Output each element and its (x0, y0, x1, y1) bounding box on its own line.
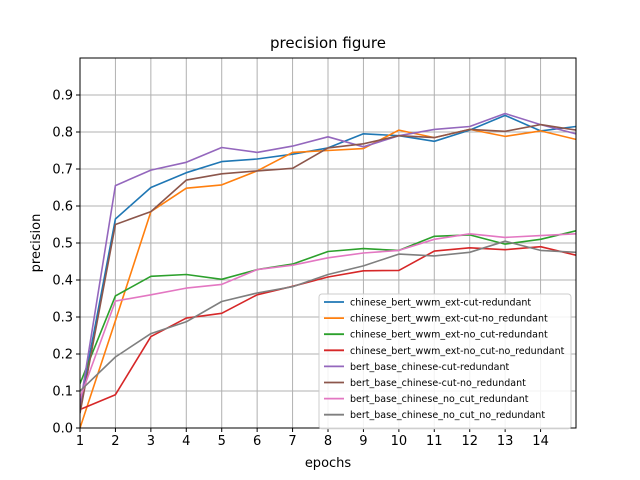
y-tick-label: 0.9 (52, 89, 73, 104)
y-tick-label: 0.0 (52, 422, 73, 437)
x-tick-label: 7 (288, 434, 296, 449)
x-tick-label: 4 (182, 434, 190, 449)
y-tick-label: 0.3 (52, 311, 73, 326)
legend-label: bert_base_chinese-cut-no_redundant (350, 378, 526, 389)
y-tick-label: 0.1 (52, 385, 73, 400)
x-tick-label: 1 (76, 434, 84, 449)
x-tick-label: 14 (532, 434, 549, 449)
y-axis-label: precision (29, 214, 44, 273)
series-line-7 (80, 233, 576, 399)
legend: chinese_bert_wwm_ext-cut-redundantchines… (318, 293, 572, 430)
y-tick-label: 0.8 (52, 126, 73, 141)
legend-label: bert_base_chinese_no_cut_no_redundant (350, 410, 545, 421)
legend-box (318, 293, 572, 430)
series-line-2 (80, 128, 576, 428)
x-tick-label: 13 (497, 434, 514, 449)
y-tick-label: 0.2 (52, 348, 73, 363)
series-line-3 (80, 230, 576, 384)
series-line-6 (80, 123, 576, 414)
y-tick-label: 0.4 (52, 274, 73, 289)
series-lines (80, 112, 576, 428)
x-tick-label: 10 (391, 434, 408, 449)
legend-label: chinese_bert_wwm_ext-cut-redundant (350, 298, 531, 309)
x-tick-label: 6 (253, 434, 261, 449)
x-axis-label: epochs (305, 456, 352, 471)
legend-label: chinese_bert_wwm_ext-no_cut-no_redundant (350, 346, 565, 357)
x-tick-label: 12 (461, 434, 478, 449)
axis-ticks: 1 2 3 4 5 6 7 8 9 10 11 12 13 140.00.10.20.30.40.50.6… (52, 89, 549, 450)
x-tick-label: 9 (359, 434, 367, 449)
legend-label: chinese_bert_wwm_ext-cut-no_redundant (350, 314, 548, 325)
x-tick-label: 5 (218, 434, 226, 449)
x-tick-label: 11 (426, 434, 443, 449)
y-tick-label: 0.6 (52, 200, 73, 215)
legend-label: bert_base_chinese_no_cut_redundant (350, 394, 529, 405)
series-line-8 (80, 240, 576, 392)
x-tick-label: 8 (324, 434, 332, 449)
x-tick-label: 3 (147, 434, 155, 449)
chart-title: precision figure (270, 34, 386, 52)
x-tick-label: 2 (111, 434, 119, 449)
legend-label: bert_base_chinese-cut-redundant (350, 362, 510, 373)
y-tick-label: 0.7 (52, 163, 73, 178)
y-tick-label: 0.5 (52, 237, 73, 252)
legend-label: chinese_bert_wwm_ext-no_cut-redundant (350, 330, 548, 341)
series-line-5 (80, 112, 576, 406)
